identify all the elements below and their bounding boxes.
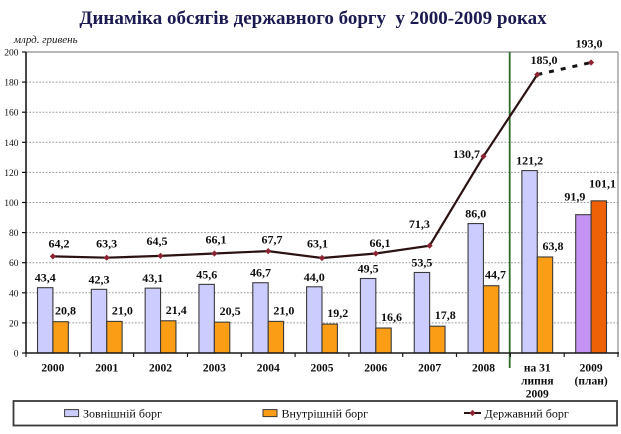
svg-text:2003: 2003 bbox=[203, 363, 226, 375]
svg-text:46,7: 46,7 bbox=[250, 266, 271, 280]
svg-text:20,8: 20,8 bbox=[55, 304, 76, 318]
svg-text:20: 20 bbox=[9, 319, 19, 329]
svg-text:млрд. гривень: млрд. гривень bbox=[13, 34, 78, 46]
svg-text:2001: 2001 bbox=[95, 363, 118, 375]
svg-text:140: 140 bbox=[4, 139, 19, 149]
svg-text:2005: 2005 bbox=[311, 363, 334, 375]
svg-text:40: 40 bbox=[9, 289, 19, 299]
svg-text:2006: 2006 bbox=[364, 363, 387, 375]
svg-text:20,5: 20,5 bbox=[220, 304, 241, 318]
svg-text:липня: липня bbox=[521, 376, 554, 388]
svg-text:185,0: 185,0 bbox=[531, 53, 558, 67]
svg-text:63,8: 63,8 bbox=[543, 239, 564, 253]
svg-text:21,0: 21,0 bbox=[273, 303, 294, 317]
svg-text:16,6: 16,6 bbox=[381, 310, 402, 324]
svg-text:86,0: 86,0 bbox=[465, 207, 486, 221]
svg-text:45,6: 45,6 bbox=[196, 267, 217, 281]
svg-text:121,2: 121,2 bbox=[516, 154, 543, 168]
svg-text:44,0: 44,0 bbox=[304, 270, 325, 284]
svg-text:200: 200 bbox=[4, 49, 19, 59]
svg-text:2000: 2000 bbox=[41, 363, 64, 375]
svg-text:180: 180 bbox=[4, 79, 19, 89]
svg-text:Державний борг: Державний борг bbox=[485, 407, 569, 421]
svg-text:64,2: 64,2 bbox=[49, 237, 70, 251]
svg-text:80: 80 bbox=[9, 229, 19, 239]
svg-text:42,3: 42,3 bbox=[89, 272, 110, 286]
svg-text:2002: 2002 bbox=[149, 363, 172, 375]
svg-text:(план): (план) bbox=[575, 376, 608, 388]
svg-text:2009: 2009 bbox=[580, 363, 603, 375]
svg-text:66,1: 66,1 bbox=[206, 233, 227, 247]
svg-text:Зовнішній борг: Зовнішній борг bbox=[83, 407, 162, 421]
svg-text:63,3: 63,3 bbox=[96, 237, 117, 251]
svg-text:17,8: 17,8 bbox=[435, 308, 456, 322]
svg-text:на 31: на 31 bbox=[524, 363, 551, 375]
svg-text:21,4: 21,4 bbox=[166, 303, 187, 317]
svg-text:160: 160 bbox=[4, 109, 19, 119]
svg-text:101,1: 101,1 bbox=[589, 177, 616, 191]
svg-text:43,4: 43,4 bbox=[35, 271, 56, 285]
svg-text:71,3: 71,3 bbox=[409, 217, 430, 231]
svg-text:64,5: 64,5 bbox=[147, 234, 168, 248]
svg-text:2004: 2004 bbox=[257, 363, 280, 375]
svg-text:63,1: 63,1 bbox=[307, 237, 328, 251]
svg-text:21,0: 21,0 bbox=[112, 303, 133, 317]
svg-text:100: 100 bbox=[4, 199, 19, 209]
svg-text:2009: 2009 bbox=[526, 389, 549, 401]
svg-text:91,9: 91,9 bbox=[564, 190, 585, 204]
svg-text:66,1: 66,1 bbox=[370, 236, 391, 250]
svg-text:44,7: 44,7 bbox=[485, 268, 506, 282]
svg-text:193,0: 193,0 bbox=[576, 37, 603, 51]
svg-text:60: 60 bbox=[9, 259, 19, 269]
svg-text:53,5: 53,5 bbox=[411, 256, 432, 270]
svg-text:67,7: 67,7 bbox=[262, 233, 283, 247]
svg-text:Динаміка обсягів державного бо: Динаміка обсягів державного боргу у 2000… bbox=[79, 8, 547, 29]
svg-text:43,1: 43,1 bbox=[142, 271, 163, 285]
svg-text:49,5: 49,5 bbox=[358, 262, 379, 276]
svg-text:2008: 2008 bbox=[472, 363, 495, 375]
svg-text:Внутрішній борг: Внутрішній борг bbox=[282, 407, 369, 421]
svg-text:130,7: 130,7 bbox=[453, 147, 480, 161]
svg-text:120: 120 bbox=[4, 169, 19, 179]
svg-text:19,2: 19,2 bbox=[327, 306, 348, 320]
svg-text:0: 0 bbox=[14, 350, 19, 360]
svg-text:2007: 2007 bbox=[418, 363, 441, 375]
